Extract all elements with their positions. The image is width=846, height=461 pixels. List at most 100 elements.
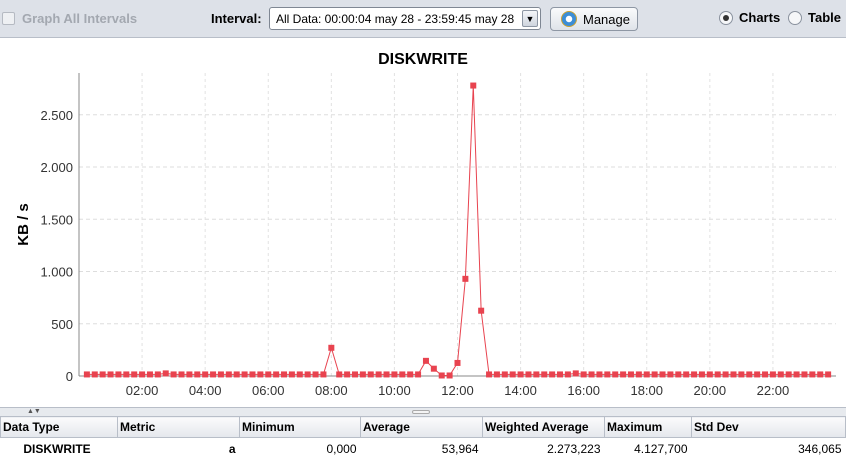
cell-std-dev: 346,065 (798, 441, 842, 456)
table-row[interactable]: DISKWRITE a 0,000 53,964 2.273,223 4.127… (1, 438, 846, 460)
data-point (817, 371, 824, 378)
col-minimum[interactable]: Minimum (239, 416, 361, 438)
data-point (493, 371, 500, 378)
x-tick-label: 02:00 (126, 383, 159, 398)
y-tick-label: 1.500 (40, 212, 73, 227)
data-point (588, 371, 595, 378)
chevron-down-icon[interactable]: ▼ (522, 10, 538, 27)
interval-select[interactable]: All Data: 00:00:04 may 28 - 23:59:45 may… (269, 7, 541, 30)
manage-label: Manage (583, 12, 630, 27)
data-point (273, 371, 280, 378)
data-point (99, 371, 106, 378)
interval-label: Interval: (211, 11, 262, 26)
data-point (517, 371, 524, 378)
graph-all-intervals-checkbox[interactable] (2, 12, 15, 25)
data-point (564, 371, 571, 378)
data-point (454, 359, 461, 366)
data-point (706, 371, 713, 378)
col-metric[interactable]: Metric (117, 416, 240, 438)
data-point (257, 371, 264, 378)
data-point (691, 371, 698, 378)
data-point (146, 371, 153, 378)
y-tick-label: 1.000 (40, 265, 73, 280)
data-point (612, 371, 619, 378)
data-point (627, 371, 634, 378)
data-point (288, 371, 295, 378)
data-point (202, 371, 209, 378)
data-point (667, 371, 674, 378)
data-point (296, 371, 303, 378)
data-point (241, 371, 248, 378)
data-point (131, 371, 138, 378)
data-point (620, 371, 627, 378)
data-point (462, 275, 469, 282)
grip-icon[interactable] (412, 410, 430, 414)
data-point (825, 371, 832, 378)
charts-radio[interactable] (719, 11, 733, 25)
data-point (801, 371, 808, 378)
x-tick-label: 22:00 (757, 383, 790, 398)
stats-table: Data Type Metric Minimum Average Weighte… (0, 416, 846, 460)
data-point (525, 371, 532, 378)
data-point (115, 371, 122, 378)
manage-button[interactable]: Manage (550, 7, 638, 31)
table-radio[interactable] (788, 11, 802, 25)
x-tick-label: 20:00 (694, 383, 727, 398)
x-tick-label: 14:00 (504, 383, 537, 398)
x-tick-label: 04:00 (189, 383, 222, 398)
data-point (359, 371, 366, 378)
data-point (572, 370, 579, 377)
x-tick-label: 08:00 (315, 383, 348, 398)
y-tick-label: 500 (51, 317, 73, 332)
data-point (399, 371, 406, 378)
data-point (549, 371, 556, 378)
data-point (249, 371, 256, 378)
data-point (438, 372, 445, 379)
data-point (769, 371, 776, 378)
data-point (714, 371, 721, 378)
col-average[interactable]: Average (360, 416, 483, 438)
data-point (478, 307, 485, 314)
data-point (336, 371, 343, 378)
chart-title: DISKWRITE (378, 51, 468, 68)
data-point (762, 371, 769, 378)
data-point (123, 371, 130, 378)
data-point (785, 371, 792, 378)
split-pane-divider[interactable]: ▲▼ (0, 407, 846, 416)
clock-icon (561, 11, 577, 27)
data-point (738, 371, 745, 378)
col-std-dev[interactable]: Std Dev (691, 416, 846, 438)
y-tick-label: 2.500 (40, 108, 73, 123)
y-axis-label: KB / s (15, 203, 32, 246)
data-point (91, 371, 98, 378)
data-point (486, 371, 493, 378)
data-point (643, 371, 650, 378)
y-tick-label: 2.000 (40, 160, 73, 175)
col-weighted-average[interactable]: Weighted Average (482, 416, 605, 438)
data-point (596, 371, 603, 378)
data-point (170, 371, 177, 378)
x-tick-label: 06:00 (252, 383, 285, 398)
data-point (210, 371, 217, 378)
data-point (675, 371, 682, 378)
x-tick-label: 12:00 (441, 383, 474, 398)
data-point (415, 371, 422, 378)
data-point (746, 371, 753, 378)
collapse-arrows-icon[interactable]: ▲▼ (27, 408, 41, 415)
data-point (754, 371, 761, 378)
x-tick-label: 10:00 (378, 383, 411, 398)
diskwrite-chart: DISKWRITE KB / s 0 500 1.000 1.500 2.000 2.500 0… (15, 51, 836, 398)
col-maximum[interactable]: Maximum (604, 416, 692, 438)
data-point (391, 371, 398, 378)
data-point (281, 371, 288, 378)
graph-all-intervals-label: Graph All Intervals (22, 11, 138, 26)
table-label: Table (808, 10, 841, 25)
interval-value: All Data: 00:00:04 may 28 - 23:59:45 may… (276, 12, 515, 26)
data-point (422, 357, 429, 364)
data-point (162, 370, 169, 377)
col-data-type[interactable]: Data Type (0, 416, 118, 438)
cell-data-type: DISKWRITE (23, 441, 91, 456)
data-point (351, 371, 358, 378)
data-point (470, 82, 477, 89)
x-tick-label: 18:00 (630, 383, 663, 398)
